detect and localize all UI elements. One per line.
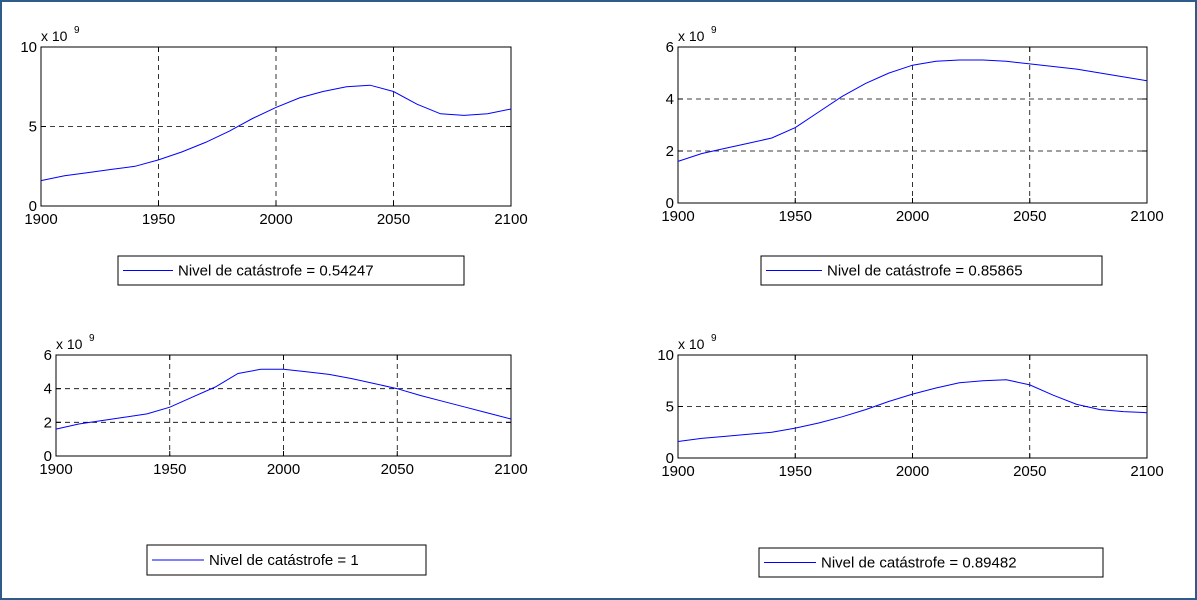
x-tick-label: 1950 xyxy=(779,208,812,225)
legend: Nivel de catástrofe = 0.54247 xyxy=(117,255,465,286)
x-tick-label: 1900 xyxy=(661,463,694,480)
y-exponent-label: x 10 xyxy=(41,28,68,44)
series-line xyxy=(677,59,1148,162)
y-exponent-power: 9 xyxy=(89,333,95,344)
x-tick-label: 1900 xyxy=(24,211,57,228)
chart-1: 1900 1950 2000 2050 2100 0 5 10x 10 9 Nivel de ca… xyxy=(20,25,528,286)
series-line xyxy=(40,84,512,182)
x-tick-label: 1900 xyxy=(661,208,694,225)
x-tick-label: 1900 xyxy=(39,461,72,478)
chart-3: 1900 1950 2000 2050 2100 0 2 4 6x 10 9 Nivel de ca… xyxy=(39,333,528,576)
y-tick-label: 4 xyxy=(666,91,674,108)
y-exponent-label: x 10 xyxy=(56,336,83,352)
x-tick-label: 2100 xyxy=(1130,208,1163,225)
y-tick-label: 0 xyxy=(666,195,674,212)
legend: Nivel de catástrofe = 1 xyxy=(146,544,427,576)
y-tick-label: 5 xyxy=(29,119,37,136)
x-tick-label: 2050 xyxy=(1013,208,1046,225)
legend-label: Nivel de catástrofe = 0.54247 xyxy=(178,263,374,280)
chart-2: 1900 1950 2000 2050 2100 0 2 4 6x 10 9 Nivel de ca… xyxy=(661,25,1164,286)
y-tick-label: 2 xyxy=(44,414,52,431)
y-exponent-power: 9 xyxy=(74,25,80,36)
y-tick-label: 10 xyxy=(20,39,37,56)
y-tick-label: 0 xyxy=(44,448,52,465)
x-tick-label: 2000 xyxy=(259,211,292,228)
x-tick-label: 2000 xyxy=(896,463,929,480)
y-tick-label: 5 xyxy=(666,399,674,416)
legend-label: Nivel de catástrofe = 1 xyxy=(209,552,359,569)
legend: Nivel de catástrofe = 0.89482 xyxy=(758,547,1104,578)
legend-box xyxy=(146,544,427,576)
legend-box xyxy=(758,547,1104,578)
legend-box xyxy=(117,255,465,286)
x-tick-label: 2000 xyxy=(267,461,300,478)
y-tick-label: 0 xyxy=(666,450,674,467)
x-tick-label: 2050 xyxy=(381,461,414,478)
y-exponent-power: 9 xyxy=(711,25,717,36)
x-tick-label: 2100 xyxy=(494,211,527,228)
y-tick-label: 10 xyxy=(657,347,674,364)
chart-4: 1900 1950 2000 2050 2100 0 5 10x 10 9 Nivel de ca… xyxy=(657,333,1164,578)
x-tick-label: 2050 xyxy=(1013,463,1046,480)
x-tick-label: 2000 xyxy=(896,208,929,225)
series-line xyxy=(55,368,512,430)
legend: Nivel de catástrofe = 0.85865 xyxy=(760,255,1103,286)
x-tick-label: 1950 xyxy=(779,463,812,480)
legend-label: Nivel de catástrofe = 0.85865 xyxy=(827,263,1023,280)
x-tick-label: 1950 xyxy=(153,461,186,478)
x-tick-label: 1950 xyxy=(142,211,175,228)
x-tick-label: 2100 xyxy=(1130,463,1163,480)
y-exponent-power: 9 xyxy=(711,333,717,344)
y-exponent-label: x 10 xyxy=(678,28,705,44)
y-tick-label: 4 xyxy=(44,381,52,398)
x-tick-label: 2050 xyxy=(377,211,410,228)
x-tick-label: 2100 xyxy=(494,461,527,478)
y-tick-label: 6 xyxy=(666,39,674,56)
y-exponent-label: x 10 xyxy=(678,336,705,352)
plot-area xyxy=(678,47,1147,203)
y-tick-label: 6 xyxy=(44,347,52,364)
y-tick-label: 2 xyxy=(666,143,674,160)
y-tick-label: 0 xyxy=(29,198,37,215)
legend-label: Nivel de catástrofe = 0.89482 xyxy=(821,555,1017,572)
series-line xyxy=(677,379,1148,442)
